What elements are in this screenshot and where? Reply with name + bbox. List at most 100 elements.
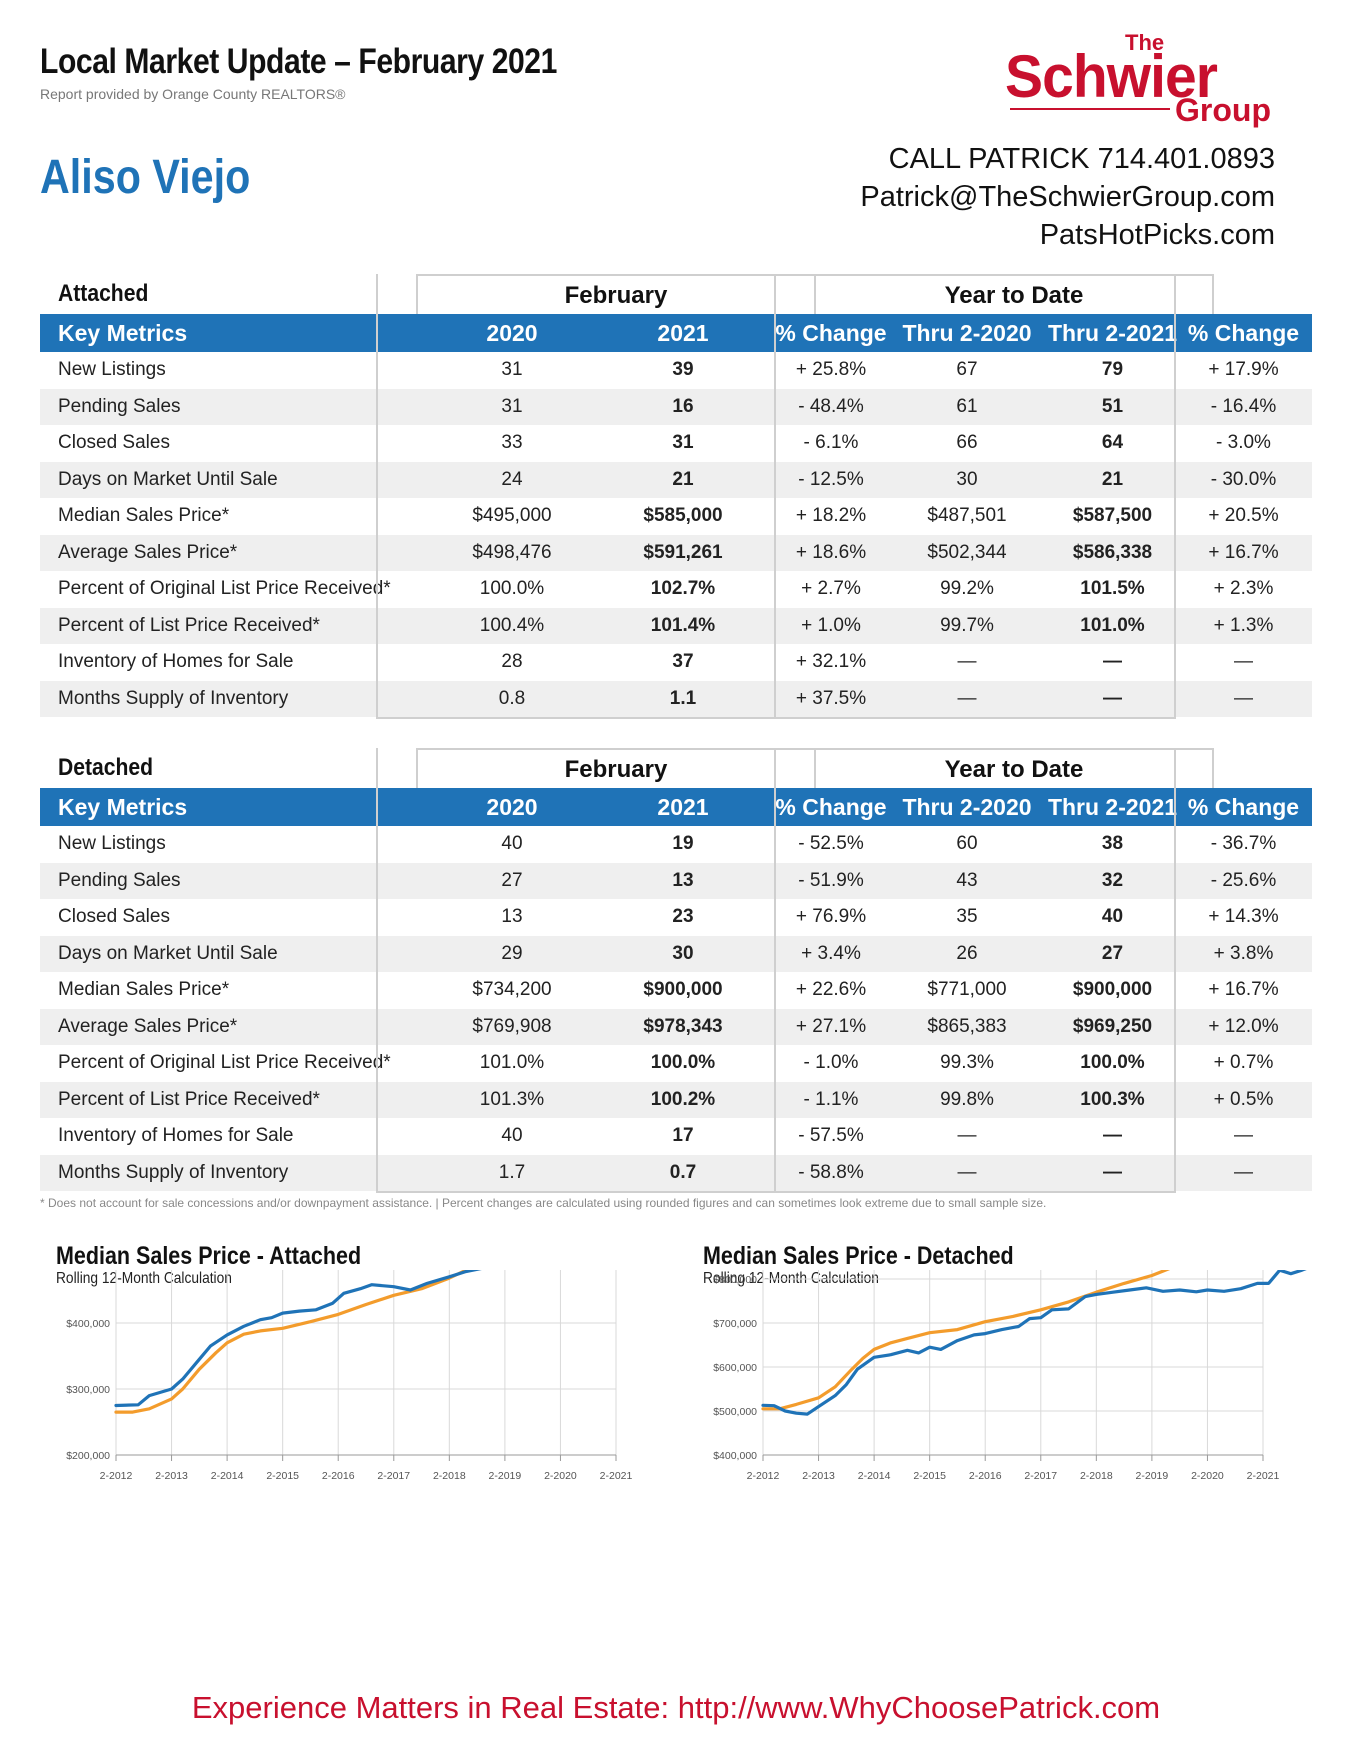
metric-value: — (957, 651, 977, 672)
x-tick-label: 2-2019 (1136, 1470, 1169, 1482)
column-header: 2021 (657, 794, 709, 820)
column-header: 2020 (486, 320, 538, 346)
metric-value: + 1.3% (1213, 614, 1274, 636)
column-header: % Change (1187, 320, 1300, 346)
x-tick-label: 2-2021 (1247, 1470, 1280, 1482)
footnote: * Does not account for sale concessions … (40, 1196, 1047, 1210)
metric-label: New Listings (58, 833, 166, 854)
metric-label: New Listings (58, 359, 166, 380)
schwier-group-logo: The Schwier Group (1005, 30, 1280, 130)
y-tick-label: $300,000 (66, 1384, 110, 1396)
metric-value: 30 (956, 468, 978, 490)
metric-value: - 16.4% (1210, 395, 1277, 417)
table-bottom-rule (376, 1191, 1176, 1193)
metric-value: — (1234, 651, 1253, 672)
table-row: Median Sales Price* $734,200 $900,000 + 22.… (40, 972, 1312, 1009)
x-tick-label: 2-2012 (747, 1470, 780, 1482)
table-row: Percent of List Price Received* 101.3% 100… (40, 1081, 1312, 1118)
metric-value: + 0.5% (1213, 1088, 1274, 1110)
metric-value: 43 (956, 869, 978, 891)
table-row: Average Sales Price* $498,476 $591,261 + 18… (40, 534, 1312, 571)
metric-value: 39 (672, 359, 694, 380)
table-row: Percent of List Price Received* 100.4% 101… (40, 607, 1312, 644)
contact-email[interactable]: Patrick@TheSchwierGroup.com (860, 181, 1275, 213)
table-row: New Listings 40 19 - 52.5% 60 38 - 36.7% (40, 826, 1312, 863)
metric-value: — (1234, 687, 1253, 709)
table-section-title: Attached (58, 280, 149, 307)
x-tick-label: 2-2020 (1191, 1470, 1224, 1482)
metric-value: $769,908 (472, 1015, 552, 1037)
metric-value: $978,343 (643, 1015, 723, 1037)
metric-value: 17 (672, 1125, 694, 1146)
table-divider (774, 274, 776, 717)
metric-value: 99.2% (940, 578, 994, 599)
metric-value: 29 (501, 942, 523, 964)
metric-value: $591,261 (643, 541, 723, 563)
metric-value: - 1.1% (803, 1088, 859, 1110)
metric-value: $734,200 (472, 979, 552, 1000)
metric-value: 100.0% (479, 578, 545, 599)
table-row: Months Supply of Inventory 1.7 0.7 - 58.8% —… (40, 1154, 1312, 1191)
metric-value: — (1103, 1125, 1122, 1146)
column-header-row: Key Metrics 2020 2021 % Change Thru 2-2020 Th… (40, 314, 1312, 352)
chart-title-detached: Median Sales Price - Detached (703, 1242, 1014, 1270)
metric-value: $865,383 (927, 1015, 1007, 1037)
metric-value: 0.8 (498, 687, 526, 709)
table-divider (376, 314, 378, 717)
metric-label: Pending Sales (58, 869, 181, 891)
attached-metrics-table: Attached February Year to Date Key Metrics 2… (40, 274, 1312, 719)
metric-value: 79 (1101, 359, 1124, 380)
metric-value: 13 (672, 869, 694, 891)
metric-value: 26 (956, 942, 978, 964)
table-divider (376, 748, 378, 788)
metric-value: + 20.5% (1208, 505, 1279, 526)
page-title: Local Market Update – February 2021 (40, 42, 557, 81)
metric-label: Percent of List Price Received* (58, 614, 320, 636)
metric-value: + 12.0% (1208, 1015, 1279, 1037)
x-tick-label: 2-2020 (544, 1470, 577, 1482)
metric-value: 38 (1101, 833, 1124, 854)
group-month-header: February (416, 274, 816, 314)
metric-value: + 22.6% (795, 979, 867, 1000)
table-divider (376, 274, 378, 314)
footer-tagline[interactable]: Experience Matters in Real Estate: http:… (191, 1690, 1161, 1725)
metric-label: Months Supply of Inventory (58, 687, 289, 709)
metric-value: - 6.1% (803, 432, 859, 453)
table-divider (1174, 314, 1176, 717)
metric-value: 19 (672, 833, 694, 854)
table-row: Days on Market Until Sale 24 21 - 12.5% 30 21… (40, 461, 1312, 498)
x-tick-label: 2-2016 (322, 1470, 355, 1482)
table-group-header: Detached February Year to Date (40, 748, 1312, 788)
metric-label: Inventory of Homes for Sale (58, 1125, 294, 1146)
metric-value: 33 (501, 432, 523, 453)
x-tick-label: 2-2015 (913, 1470, 946, 1482)
metric-value: 16 (672, 395, 694, 417)
metric-value: — (1103, 1161, 1122, 1183)
metric-value: — (1234, 1161, 1253, 1183)
metric-label: Days on Market Until Sale (58, 468, 278, 490)
metric-value: 100.0% (1080, 1052, 1145, 1073)
column-header: Thru 2-2020 (902, 320, 1032, 346)
metric-value: 28 (501, 651, 523, 672)
table-row: Inventory of Homes for Sale 28 37 + 32.1% — —… (40, 644, 1312, 681)
table-row: Median Sales Price* $495,000 $585,000 + 18.… (40, 498, 1312, 535)
column-header: 2020 (486, 794, 538, 820)
metric-value: 99.3% (940, 1052, 994, 1073)
table-row: Closed Sales 13 23 + 76.9% 35 40 + 14.3% (40, 899, 1312, 936)
y-tick-label: $500,000 (713, 1406, 757, 1418)
column-header: % Change (1187, 794, 1300, 820)
table-divider (1174, 274, 1176, 314)
metric-label: Months Supply of Inventory (58, 1161, 289, 1183)
contact-website[interactable]: PatsHotPicks.com (1039, 219, 1275, 251)
metric-value: - 25.6% (1210, 869, 1277, 891)
metric-value: 101.0% (479, 1052, 545, 1073)
metric-value: + 37.5% (795, 687, 867, 709)
metric-value: 100.2% (650, 1088, 716, 1110)
metric-value: 67 (956, 359, 978, 380)
metric-value: 31 (501, 359, 523, 380)
metric-value: + 16.7% (1208, 541, 1279, 563)
metric-value: 37 (672, 651, 694, 672)
metric-value: 100.3% (1080, 1088, 1145, 1110)
series-line-orange-county (761, 1270, 1171, 1411)
metric-value: - 58.8% (798, 1161, 864, 1183)
